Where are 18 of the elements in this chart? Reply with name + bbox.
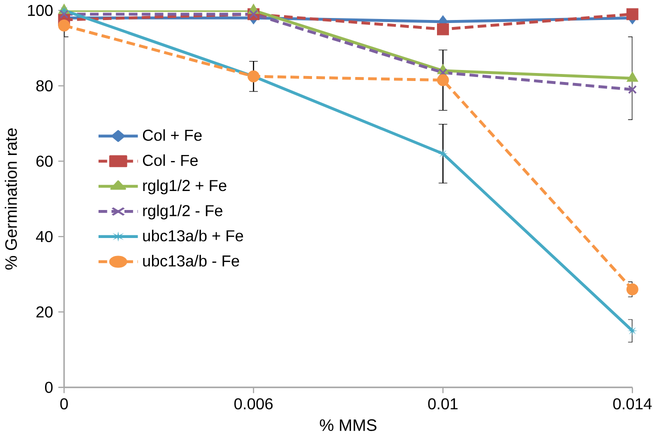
legend-label: rglg1/2 + Fe [143,180,226,194]
x-tick-label: 0 [60,398,68,410]
x-tick-label: 0.014 [613,398,652,410]
y-tick-label: 20 [36,306,53,318]
y-tick-label: 100 [28,4,53,16]
y-tick-label: 80 [36,80,53,92]
legend-label: ubc13a/b + Fe [143,230,244,242]
legend-label: ubc13a/b - Fe [143,255,240,267]
y-tick-label: 0 [45,382,53,394]
y-tick-label: 40 [36,231,53,242]
x-tick-label: 0.006 [234,398,273,410]
x-tick-label: 0.01 [428,398,458,410]
legend-label: rglg1/2 - Fe [143,204,222,220]
y-tick-label: 60 [36,156,53,167]
legend-label: Col - Fe [142,154,198,166]
x-axis-title: % MMS [320,419,376,432]
y-axis-title: % Germination rate [4,128,17,270]
legend-label: Col + Fe [142,129,202,141]
